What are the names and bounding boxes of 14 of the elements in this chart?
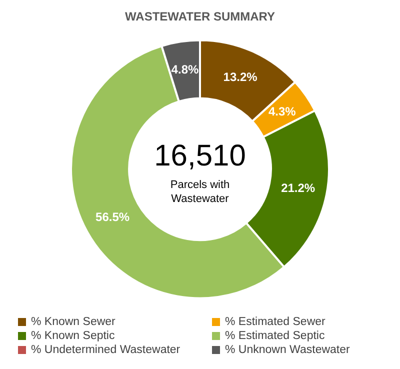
legend-label: % Known Septic	[31, 330, 115, 342]
text: Parcels with Wastewater	[170, 179, 230, 206]
data-label: 13.2%	[223, 70, 258, 84]
legend-label: % Known Sewer	[31, 316, 116, 328]
legend-label: % Estimated Septic	[225, 330, 325, 342]
legend-label: % Undetermined Wastewater	[31, 344, 180, 356]
data-label: 4.8%	[171, 62, 199, 77]
data-label: 4.3%	[268, 104, 296, 119]
text: 16,510	[154, 139, 246, 172]
chart-title: WASTEWATER SUMMARY	[125, 10, 275, 24]
legend-label: % Unknown Wastewater	[225, 344, 350, 356]
data-label: 56.5%	[96, 210, 130, 224]
data-label: 21.2%	[281, 180, 316, 195]
legend-label: % Estimated Sewer	[225, 316, 326, 328]
